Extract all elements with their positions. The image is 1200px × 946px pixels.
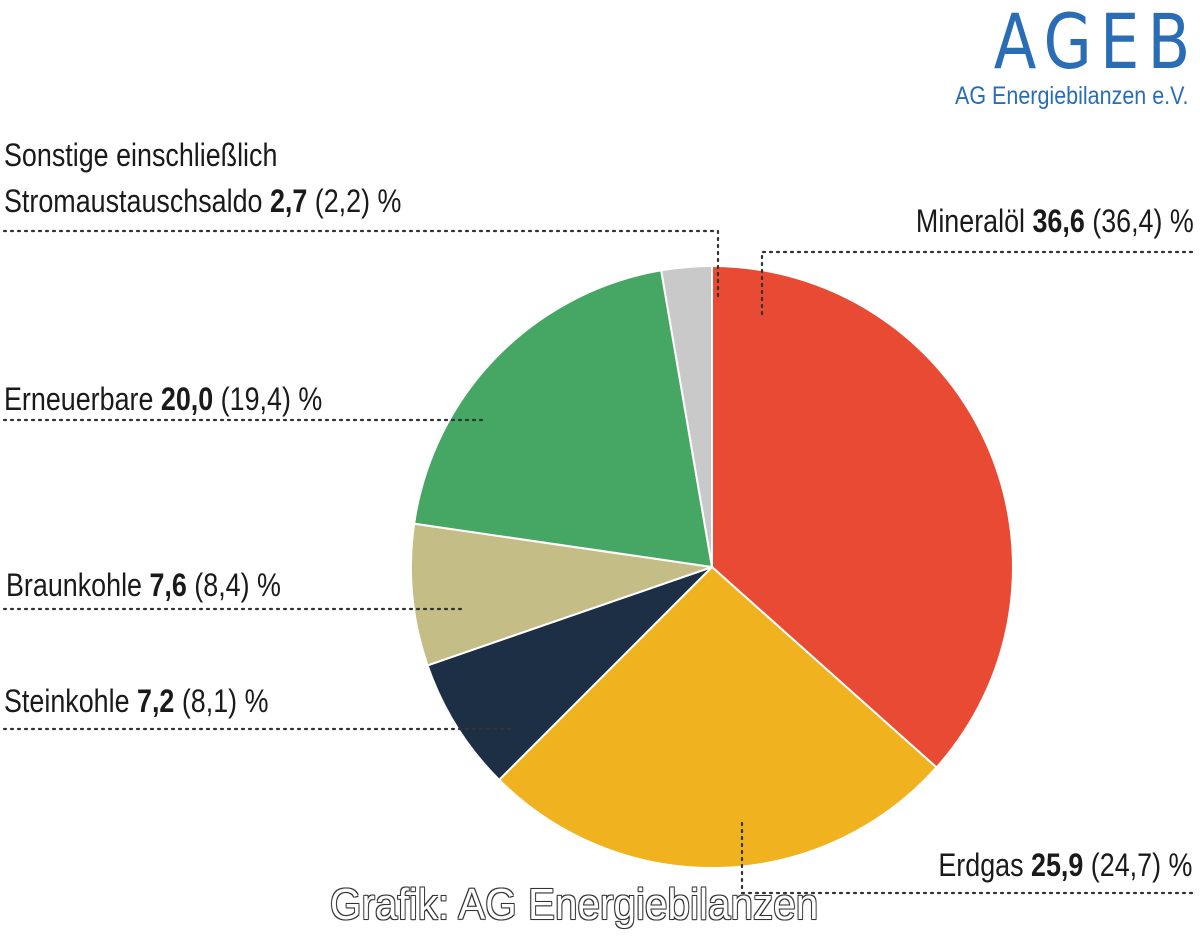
label-braunkohle: Braunkohle 7,6 (8,4) % bbox=[6, 566, 333, 604]
logo-mark: AGEB bbox=[993, 0, 1198, 86]
label-mineraloel-value: 36,6 bbox=[1032, 203, 1085, 239]
label-braunkohle-name: Braunkohle bbox=[6, 567, 142, 603]
label-sonstige-line2: Stromaustauschsaldo bbox=[4, 183, 263, 219]
ageb-logo: AGEB AG Energiebilanzen e.V. bbox=[917, 4, 1190, 111]
label-steinkohle-prev: (8,1) % bbox=[181, 683, 269, 719]
label-erdgas-name: Erdgas bbox=[937, 847, 1024, 883]
label-erdgas: Erdgas 25,9 (24,7) % bbox=[890, 846, 1192, 884]
leader-line-mineraloel bbox=[760, 250, 1194, 320]
label-erneuerbare-name: Erneuerbare bbox=[4, 381, 154, 417]
label-erdgas-prev: (24,7) % bbox=[1090, 847, 1192, 883]
pie-slice-erneuerbare bbox=[413, 269, 714, 569]
label-sonstige-prev: (2,2) % bbox=[314, 183, 402, 219]
label-steinkohle: Steinkohle 7,2 (8,1) % bbox=[4, 682, 319, 720]
label-erneuerbare: Erneuerbare 20,0 (19,4) % bbox=[4, 380, 383, 418]
pie-slice-braunkohle bbox=[410, 522, 713, 667]
pie-slice-mineralöl bbox=[711, 264, 1014, 769]
label-sonstige: Sonstige einschließlich bbox=[4, 136, 330, 174]
pie-slices bbox=[410, 264, 1014, 869]
label-steinkohle-value: 7,2 bbox=[136, 683, 175, 719]
label-sonstige-value: 2,7 bbox=[269, 183, 308, 219]
leader-line-erdgas bbox=[740, 816, 1194, 895]
leader-lines bbox=[2, 229, 1194, 895]
label-erneuerbare-prev: (19,4) % bbox=[220, 381, 323, 417]
label-mineraloel-prev: (36,4) % bbox=[1092, 203, 1194, 239]
label-braunkohle-value: 7,6 bbox=[149, 567, 187, 603]
label-mineraloel-name: Mineralöl bbox=[916, 203, 1026, 239]
logo-subtitle: AG Energiebilanzen e.V. bbox=[954, 82, 1188, 110]
pie-slice-steinkohle bbox=[426, 566, 713, 782]
label-erneuerbare-value: 20,0 bbox=[160, 381, 214, 417]
label-erdgas-value: 25,9 bbox=[1030, 847, 1083, 883]
label-sonstige-line1: Sonstige einschließlich bbox=[4, 137, 278, 173]
label-steinkohle-name: Steinkohle bbox=[4, 683, 130, 719]
label-mineraloel: Mineralöl 36,6 (36,4) % bbox=[863, 202, 1194, 240]
credit-watermark: Grafik: AG Energiebilanzen bbox=[330, 880, 819, 929]
leader-line-sonstige bbox=[2, 229, 720, 300]
pie-slice-sonstige bbox=[660, 264, 713, 568]
label-braunkohle-prev: (8,4) % bbox=[194, 567, 281, 603]
pie-slice-erdgas bbox=[497, 565, 938, 869]
label-sonstige-value-row: Stromaustauschsaldo 2,7 (2,2) % bbox=[4, 182, 477, 220]
